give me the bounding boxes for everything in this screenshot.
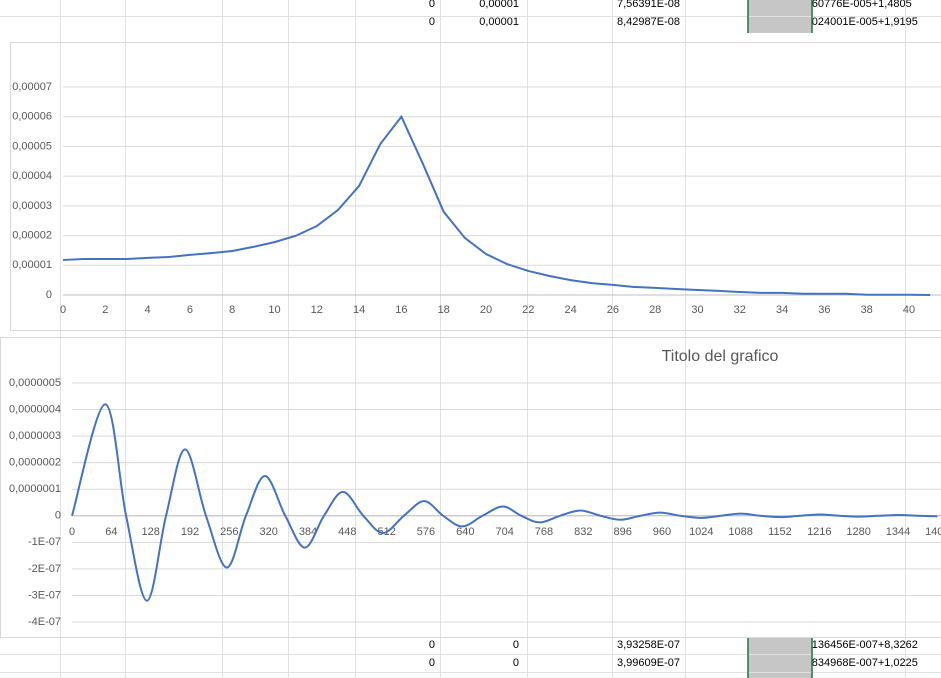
x-tick-label: 1152 [768, 526, 792, 538]
x-tick-label: 768 [535, 526, 553, 538]
cell: 0 [429, 16, 435, 28]
y-tick-label: 0,00004 [12, 170, 52, 182]
cell: -4,1251434760776E-005+1,4805 [750, 0, 912, 10]
chart-title: Titolo del grafico [662, 348, 779, 365]
y-tick-label: -1E-07 [28, 536, 61, 548]
x-tick-label: 448 [338, 526, 356, 538]
x-tick-label: 28 [649, 304, 661, 316]
cell: 0 [429, 0, 435, 10]
x-tick-label: 8 [229, 304, 235, 316]
y-tick-label: 0,00005 [12, 140, 52, 152]
x-tick-label: 32 [734, 304, 746, 316]
x-tick-label: 0 [69, 526, 75, 538]
x-tick-label: 1088 [728, 526, 752, 538]
cell: 3,99609E-07 [617, 657, 680, 669]
cell: 0 [429, 639, 435, 651]
x-tick-label: 38 [861, 304, 873, 316]
x-tick-label: 640 [456, 526, 474, 538]
x-tick-label: 4 [145, 304, 151, 316]
x-tick-label: 12 [311, 304, 323, 316]
x-tick-label: 1216 [807, 526, 831, 538]
series-line [71, 403, 938, 602]
y-tick-label: 0,0000002 [9, 457, 61, 469]
x-tick-label: 256 [220, 526, 238, 538]
cell: 0 [513, 639, 519, 651]
x-tick-label: 1280 [846, 526, 870, 538]
cell: 7,56391E-08 [617, 0, 680, 10]
chart-frame[interactable] [10, 42, 941, 331]
x-tick-label: 2 [102, 304, 108, 316]
y-tick-label: -4E-07 [28, 616, 61, 628]
x-tick-label: 960 [653, 526, 671, 538]
selected-column [748, 637, 812, 678]
x-tick-label: 320 [259, 526, 277, 538]
y-tick-label: 0 [55, 510, 61, 522]
x-tick-label: 14 [353, 304, 365, 316]
chart-frame[interactable] [0, 337, 941, 638]
cell: 0,00001 [479, 16, 519, 28]
y-tick-label: 0,0000005 [9, 377, 61, 389]
x-tick-label: 1408 [925, 526, 941, 538]
y-tick-label: 0,00007 [12, 81, 52, 93]
x-tick-label: 36 [818, 304, 830, 316]
cell: 3,93258E-07 [617, 639, 680, 651]
y-tick-label: 0,0000003 [9, 430, 61, 442]
x-tick-label: 896 [613, 526, 631, 538]
cell: 0,00001 [479, 0, 519, 10]
x-tick-label: 24 [564, 304, 576, 316]
y-tick-label: -3E-07 [28, 589, 61, 601]
y-tick-label: 0,00002 [12, 229, 52, 241]
x-tick-label: 6 [187, 304, 193, 316]
x-tick-label: 704 [495, 526, 513, 538]
y-tick-label: 0,00006 [12, 111, 52, 123]
y-tick-label: -2E-07 [28, 563, 61, 575]
x-tick-label: 128 [141, 526, 159, 538]
x-tick-label: 26 [607, 304, 619, 316]
x-tick-label: 30 [691, 304, 703, 316]
x-tick-label: 1024 [689, 526, 713, 538]
x-tick-label: 40 [903, 304, 915, 316]
x-tick-label: 192 [181, 526, 199, 538]
x-tick-label: 22 [522, 304, 534, 316]
x-tick-label: 10 [268, 304, 280, 316]
x-tick-label: 20 [480, 304, 492, 316]
x-tick-label: 18 [438, 304, 450, 316]
y-tick-label: 0,00001 [12, 259, 52, 271]
x-tick-label: 16 [395, 304, 407, 316]
x-tick-label: 576 [417, 526, 435, 538]
cell: 0 [429, 657, 435, 669]
x-tick-label: 384 [299, 526, 317, 538]
x-tick-label: 832 [574, 526, 592, 538]
y-tick-label: 0,0000001 [9, 483, 61, 495]
y-tick-label: 0,0000004 [9, 403, 61, 415]
y-tick-label: 0,00003 [12, 200, 52, 212]
cell: 8,42987E-08 [617, 16, 680, 28]
x-tick-label: 34 [776, 304, 788, 316]
cell: 0 [513, 657, 519, 669]
y-tick-label: 0 [46, 289, 52, 301]
x-tick-label: 64 [105, 526, 117, 538]
series-line [62, 114, 931, 296]
x-tick-label: 1344 [886, 526, 910, 538]
x-tick-label: 0 [60, 304, 66, 316]
